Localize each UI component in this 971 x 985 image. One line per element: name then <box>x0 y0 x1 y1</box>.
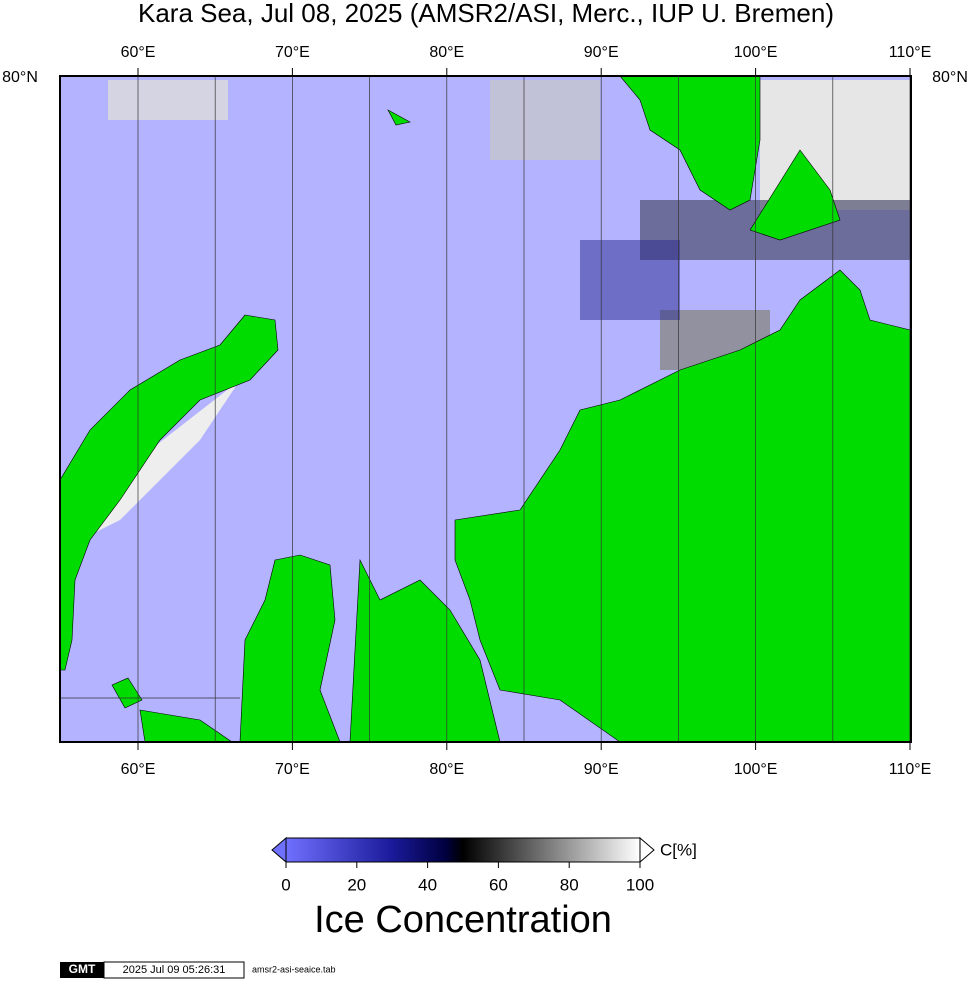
lon-label: 60°E <box>121 44 156 61</box>
title: Kara Sea, Jul 08, 2025 (AMSR2/ASI, Merc.… <box>138 0 834 28</box>
lon-label: 110°E <box>889 761 932 778</box>
gmt-logo-text: GMT <box>69 962 96 976</box>
colorbar-tick-label: 20 <box>347 875 366 894</box>
colorbar-tick-label: 80 <box>560 875 579 894</box>
colorbar-tick-label: 0 <box>281 875 290 894</box>
timestamp-box <box>103 961 245 979</box>
lon-label: 90°E <box>584 44 619 61</box>
lon-label: 80°E <box>429 44 464 61</box>
lon-label: 80°E <box>429 761 464 778</box>
lon-label: 60°E <box>121 761 156 778</box>
colorbar-tick-label: 60 <box>489 875 508 894</box>
lon-label: 70°E <box>275 44 310 61</box>
map: 80°N 80°N <box>2 69 968 743</box>
lon-label: 100°E <box>734 44 778 61</box>
lat-label: 80°N <box>932 69 968 86</box>
lon-label: 90°E <box>584 761 619 778</box>
lon-label: 100°E <box>734 761 778 778</box>
colorbar-fill <box>285 837 641 863</box>
lon-label: 110°E <box>889 44 932 61</box>
land <box>59 75 911 743</box>
colorbar-tick-label: 100 <box>626 875 654 894</box>
lat-label: 80°N <box>2 69 38 86</box>
colorbar: C[%] Ice Concentration <box>271 836 697 941</box>
colorbar-unit: C[%] <box>660 840 697 859</box>
colorbar-high-arrow <box>639 836 655 864</box>
lon-label: 70°E <box>275 761 310 778</box>
timestamp: 2025 Jul 09 05:26:31 <box>123 964 226 976</box>
source-file: amsr2-asi-seaice.tab <box>252 964 336 974</box>
footer: GMT 2025 Jul 09 05:26:31 amsr2-asi-seaic… <box>60 961 336 979</box>
colorbar-tick-label: 40 <box>418 875 437 894</box>
colorbar-title: Ice Concentration <box>314 899 612 941</box>
map-frame <box>59 75 912 743</box>
gmt-logo <box>60 962 104 978</box>
colorbar-low-arrow <box>271 836 287 864</box>
